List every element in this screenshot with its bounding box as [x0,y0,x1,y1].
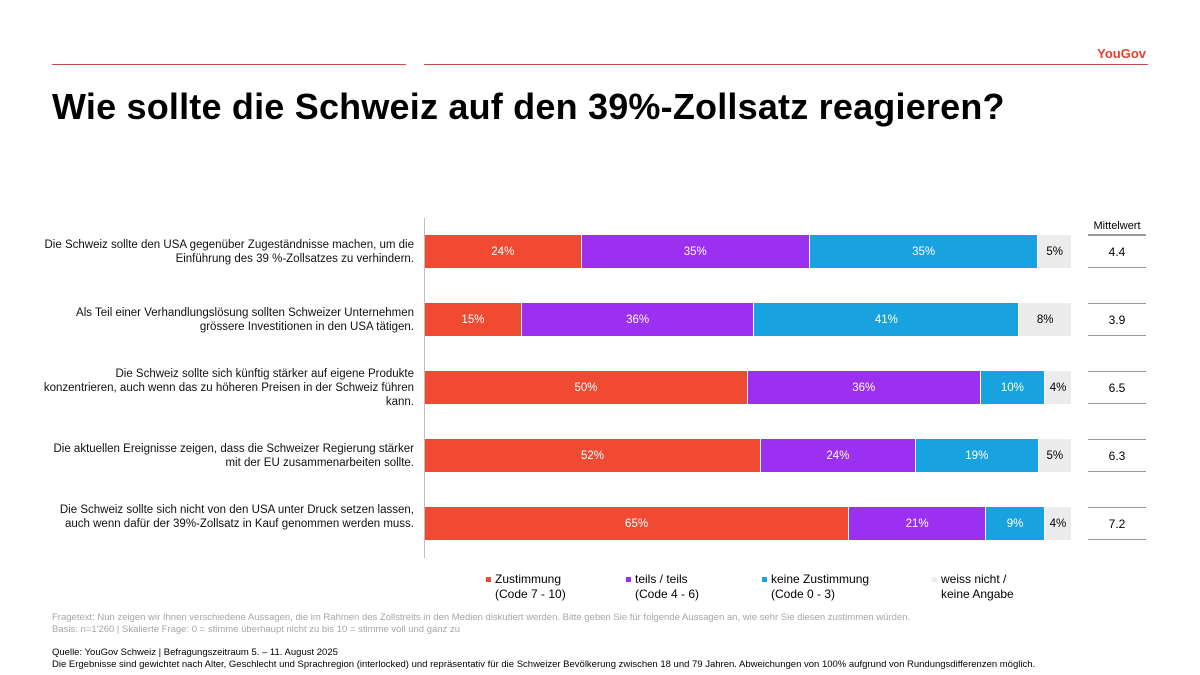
bar-segment: 24% [760,439,916,472]
data-label: 24% [826,449,850,462]
data-label: 35% [912,245,936,258]
data-label: 36% [626,313,650,326]
source-note: Quelle: YouGov Schweiz | Befragungszeitr… [52,647,338,658]
data-label: 24% [491,245,515,258]
mean-value: 3.9 [1088,303,1146,336]
bar-segment: 50% [425,371,748,404]
bar-segment: 52% [425,439,761,472]
stacked-bar: 15% 36% 41% 8% [425,303,1071,336]
data-label: 50% [574,381,598,394]
bar-segment: 4% [1044,507,1071,540]
bar-segment: 35% [581,235,810,268]
data-label: 4% [1049,517,1067,530]
row-label: Die Schweiz sollte sich künftig stärker … [43,368,414,408]
weighting-note: Die Ergebnisse sind gewichtet nach Alter… [52,659,1036,670]
data-label: 65% [625,517,649,530]
mean-value: 7.2 [1088,507,1146,540]
data-label: 8% [1036,313,1054,326]
stacked-bar: 65% 21% 9% 4% [425,507,1071,540]
bar-segment: 24% [425,235,582,268]
legend-item: weiss nicht / keine Angabe [932,572,1014,602]
data-label: 9% [1006,517,1024,530]
row-label: Die Schweiz sollte sich nicht von den US… [59,504,414,530]
legend-label: teils / teils [635,572,688,586]
legend-swatch [762,577,767,583]
data-label: 5% [1046,449,1064,462]
bar-segment: 5% [1038,439,1071,472]
row-label: Die aktuellen Ereignisse zeigen, dass di… [53,443,414,469]
data-label: 19% [965,449,989,462]
legend-item: teils / teils (Code 4 - 6) [626,572,699,602]
bar-segment: 8% [1019,303,1071,336]
legend-swatch [932,577,937,583]
mean-value: 4.4 [1088,235,1146,268]
data-label: 21% [905,517,929,530]
legend-sublabel: (Code 4 - 6) [635,587,700,601]
legend-sublabel: keine Angabe [941,587,1014,601]
legend-label: keine Zustimmung [771,572,870,586]
mean-header: Mittelwert [1088,220,1146,235]
bar-segment: 4% [1045,371,1071,404]
legend-label: weiss nicht / [941,572,1007,586]
legend-item: keine Zustimmung (Code 0 - 3) [762,572,869,602]
data-label: 36% [852,381,876,394]
bar-segment: 65% [425,507,850,540]
bar-segment: 36% [748,371,981,404]
basis-note: Basis: n=1'260 | Skalierte Frage: 0 = st… [52,624,460,635]
data-label: 5% [1046,245,1063,258]
bar-segment: 5% [1038,235,1071,268]
stacked-bar: 24% 35% 35% 5% [425,235,1071,268]
legend-sublabel: (Code 7 - 10) [495,587,566,601]
data-label: 41% [874,313,898,326]
data-label: 52% [580,449,604,462]
legend-label: Zustimmung [495,572,562,586]
bar-segment: 10% [980,371,1046,404]
bar-segment: 41% [754,303,1020,336]
header-rule-left [52,64,406,65]
legend-sublabel: (Code 0 - 3) [771,587,836,601]
page-title: Wie sollte die Schweiz auf den 39%-Zolls… [52,86,1005,127]
mean-value: 6.5 [1088,371,1146,404]
bar-segment: 21% [849,507,987,540]
row-label: Als Teil einer Verhandlungslösung sollte… [76,307,414,333]
legend-swatch [626,577,631,583]
legend-swatch [486,577,491,583]
stacked-bar: 50% 36% 10% 4% [425,371,1071,404]
bar-segment: 36% [521,303,755,336]
stacked-bar: 52% 24% 19% 5% [425,439,1071,472]
row-label: Die Schweiz sollte den USA gegenüber Zug… [44,239,415,265]
bar-segment: 19% [915,439,1039,472]
header-rule-right [424,64,1148,65]
data-label: 4% [1049,381,1067,394]
fragetext-note: Fragetext: Nun zeigen wir Ihnen verschie… [52,612,911,623]
data-label: 15% [461,313,485,326]
brand-logo: YouGov [1097,46,1146,61]
data-label: 10% [1000,381,1024,394]
bar-segment: 9% [986,507,1045,540]
legend-item: Zustimmung (Code 7 - 10) [486,572,566,602]
chart-axis [424,218,425,558]
mean-value: 6.3 [1088,439,1146,472]
data-label: 35% [683,245,707,258]
bar-segment: 15% [425,303,522,336]
bar-segment: 35% [809,235,1039,268]
